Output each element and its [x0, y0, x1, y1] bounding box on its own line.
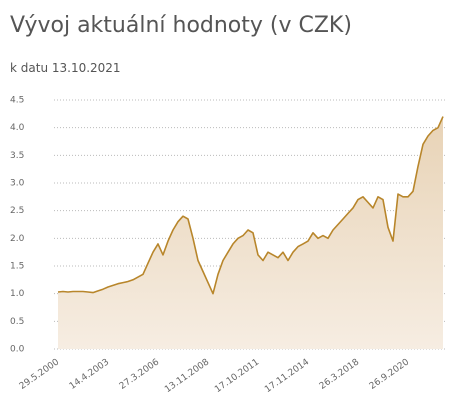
x-tick-label: 26.3.2018 [318, 357, 361, 392]
y-tick-label: 3.5 [10, 151, 24, 161]
chart-subtitle: k datu 13.10.2021 [10, 61, 121, 75]
y-tick-label: 1.0 [10, 289, 25, 299]
y-tick-label: 4.0 [10, 123, 25, 133]
y-tick-label: 2.5 [10, 206, 24, 216]
x-tick-label: 29.5.2000 [18, 357, 61, 392]
area [58, 116, 443, 349]
y-tick-label: 0.5 [10, 317, 24, 327]
x-tick-label: 17.11.2014 [263, 357, 311, 395]
y-tick-label: 2.0 [10, 234, 25, 244]
y-tick-label: 0.0 [10, 345, 25, 355]
x-tick-label: 26.9.2020 [368, 357, 411, 392]
y-tick-label: 4.5 [10, 96, 24, 106]
chart-title: Vývoj aktuální hodnoty (v CZK) [10, 13, 352, 38]
x-tick-label: 17.10.2011 [213, 357, 261, 395]
y-tick-label: 1.5 [10, 262, 24, 272]
x-tick-label: 14.4.2003 [68, 357, 111, 391]
y-tick-label: 3.0 [10, 179, 25, 189]
line [57, 116, 444, 295]
x-tick-label: 13.11.2008 [163, 357, 211, 395]
x-tick-label: 27.3.2006 [118, 357, 161, 392]
